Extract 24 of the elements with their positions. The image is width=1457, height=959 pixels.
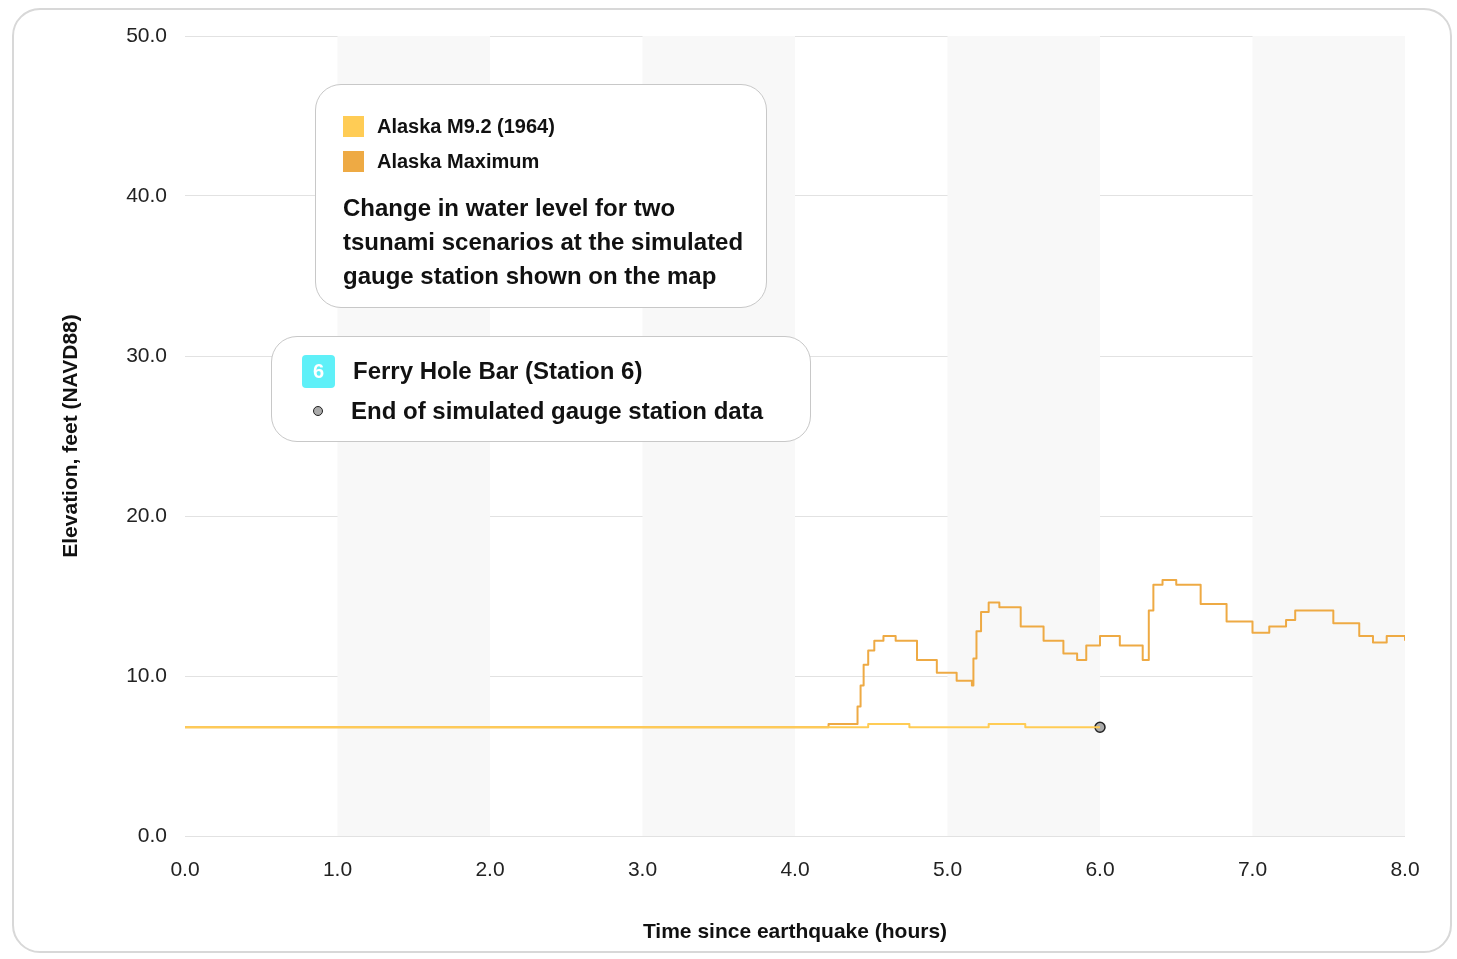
y-tick-label: 50.0 bbox=[126, 22, 167, 46]
legend-label: End of simulated gauge station data bbox=[350, 396, 765, 426]
y-tick-label: 0.0 bbox=[137, 822, 167, 846]
x-tick-label: 6.0 bbox=[1085, 857, 1115, 881]
y-tick-label: 30.0 bbox=[126, 342, 167, 366]
y-tick-label: 40.0 bbox=[126, 182, 167, 206]
x-tick-label: 5.0 bbox=[932, 857, 963, 881]
x-tick-label: 0.0 bbox=[170, 857, 200, 881]
station-badge: 6 bbox=[302, 354, 335, 388]
legend-label: Alaska M9.2 (1964) bbox=[376, 114, 556, 139]
y-axis-title: Elevation, feet (NAVD88) bbox=[58, 314, 82, 558]
x-tick-label: 1.0 bbox=[322, 857, 353, 881]
y-tick-label: 20.0 bbox=[126, 502, 167, 526]
x-tick-label: 8.0 bbox=[1390, 857, 1420, 881]
x-tick-label: 2.0 bbox=[475, 857, 505, 881]
legend-label: Alaska Maximum bbox=[376, 149, 541, 174]
x-tick-label: 7.0 bbox=[1237, 857, 1268, 881]
x-tick-label: 4.0 bbox=[780, 857, 810, 881]
station-panel: 6 Ferry Hole Bar (Station 6) End of simulated gauge station data bbox=[271, 336, 811, 442]
x-axis-title: Time since earthquake (hours) bbox=[642, 919, 948, 943]
x-tick-label: 3.0 bbox=[627, 857, 658, 881]
text: Ferry Hole Bar (Station 6) bbox=[353, 357, 643, 384]
y-tick-label: 10.0 bbox=[126, 662, 167, 686]
text: Change in water level for two tsunami scenarios at the simulated gauge station shown on the map bbox=[343, 194, 744, 289]
